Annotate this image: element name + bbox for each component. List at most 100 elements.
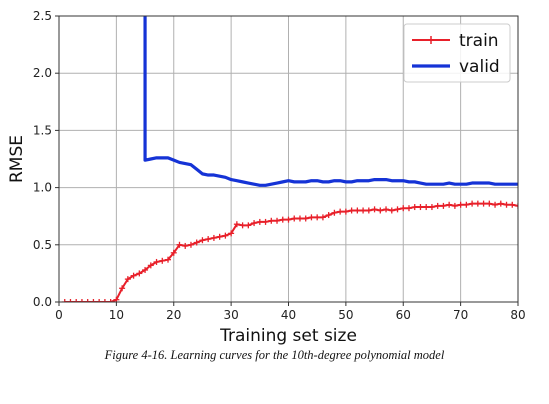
train-data-point xyxy=(417,204,424,211)
x-tick-label: 30 xyxy=(223,308,238,322)
train-data-point xyxy=(268,217,275,224)
train-data-point xyxy=(325,212,332,219)
train-data-point xyxy=(96,299,103,302)
train-data-point xyxy=(440,202,447,209)
train-data-point xyxy=(262,218,269,225)
train-data-point xyxy=(463,201,470,208)
x-tick-label: 70 xyxy=(453,308,468,322)
x-axis-label: Training set size xyxy=(219,326,357,346)
train-data-point xyxy=(147,262,154,269)
train-data-point xyxy=(428,204,435,211)
legend-valid-label: valid xyxy=(459,57,500,77)
train-data-point xyxy=(251,220,258,227)
train-data-point xyxy=(377,207,384,214)
train-data-point xyxy=(383,206,390,213)
train-data-point xyxy=(279,216,286,223)
train-data-point xyxy=(239,222,246,229)
train-data-point xyxy=(228,230,235,237)
x-tick-label: 20 xyxy=(166,308,181,322)
train-data-point xyxy=(165,256,172,263)
train-data-point xyxy=(119,285,126,292)
train-data-point xyxy=(308,214,315,221)
train-data-point xyxy=(469,200,476,207)
train-data-point xyxy=(474,200,481,207)
train-data-point xyxy=(222,232,229,239)
y-tick-label: 2.5 xyxy=(33,9,52,23)
train-data-point xyxy=(101,299,108,302)
train-data-point xyxy=(296,215,303,222)
train-data-point xyxy=(176,241,183,248)
train-data-point xyxy=(446,201,453,208)
train-data-point xyxy=(90,299,97,302)
train-data-point xyxy=(130,272,137,279)
train-data-point xyxy=(205,236,212,243)
train-data-point xyxy=(405,205,412,212)
y-tick-label: 2.0 xyxy=(33,66,52,80)
train-data-point xyxy=(274,217,281,224)
train-data-point xyxy=(245,222,252,229)
figure-caption: Figure 4-16. Learning curves for the 10t… xyxy=(104,348,445,362)
train-data-point xyxy=(434,202,441,209)
train-data-point xyxy=(509,201,516,208)
train-data-point xyxy=(182,242,189,249)
y-tick-label: 0.0 xyxy=(33,295,52,309)
series-lines xyxy=(61,16,518,302)
train-data-point xyxy=(61,299,68,302)
train-data-point xyxy=(153,258,160,265)
train-data-point xyxy=(216,233,223,240)
train-data-point xyxy=(84,299,91,302)
train-data-point xyxy=(486,200,493,207)
train-data-point xyxy=(331,209,338,216)
y-tick-label: 0.5 xyxy=(33,238,52,252)
x-tick-label: 60 xyxy=(396,308,411,322)
train-data-point xyxy=(199,237,206,244)
tick-labels: 0 10 20 30 40 50 60 70 80 0.0 0.5 1.0 1.5 2.0 2.5 xyxy=(33,9,526,322)
train-data-point xyxy=(360,207,367,214)
legend: train valid xyxy=(403,23,511,83)
train-data-point xyxy=(291,215,298,222)
train-data-point xyxy=(256,218,263,225)
train-data-point xyxy=(423,204,430,211)
train-data-point xyxy=(337,208,344,215)
train-data-point xyxy=(233,221,240,228)
train-data-point xyxy=(302,215,309,222)
x-tick-label: 40 xyxy=(281,308,296,322)
train-data-point xyxy=(451,202,458,209)
legend-train-marker xyxy=(427,36,435,44)
legend-train-label: train xyxy=(459,31,499,51)
train-data-point xyxy=(142,266,149,273)
train-data-point xyxy=(497,200,504,207)
train-data-point xyxy=(73,299,80,302)
x-tick-label: 50 xyxy=(338,308,353,322)
train-data-point xyxy=(136,270,143,277)
train-data-point xyxy=(354,207,361,214)
train-data-point xyxy=(107,299,114,302)
train-data-point xyxy=(78,299,85,302)
train-data-point xyxy=(400,205,407,212)
train-data-point xyxy=(314,214,321,221)
train-data-point xyxy=(348,207,355,214)
train-data-point xyxy=(503,201,510,208)
y-tick-label: 1.0 xyxy=(33,181,52,195)
x-tick-label: 80 xyxy=(510,308,525,322)
train-data-point xyxy=(411,204,418,211)
x-tick-label: 10 xyxy=(109,308,124,322)
train-data-point xyxy=(187,241,194,248)
train-data-point xyxy=(319,214,326,221)
train-data-point xyxy=(342,208,349,215)
train-data-point xyxy=(515,202,518,209)
train-data-point xyxy=(457,201,464,208)
y-tick-label: 1.5 xyxy=(33,123,52,137)
train-data-point xyxy=(371,206,378,213)
train-data-point xyxy=(193,239,200,246)
train-data-point xyxy=(394,206,401,213)
train-data-point xyxy=(285,216,292,223)
train-data-point xyxy=(67,299,74,302)
train-data-point xyxy=(492,201,499,208)
train-data-point xyxy=(480,200,487,207)
train-data-point xyxy=(170,249,177,256)
train-data-point xyxy=(124,276,131,283)
train-data-point xyxy=(388,207,395,214)
